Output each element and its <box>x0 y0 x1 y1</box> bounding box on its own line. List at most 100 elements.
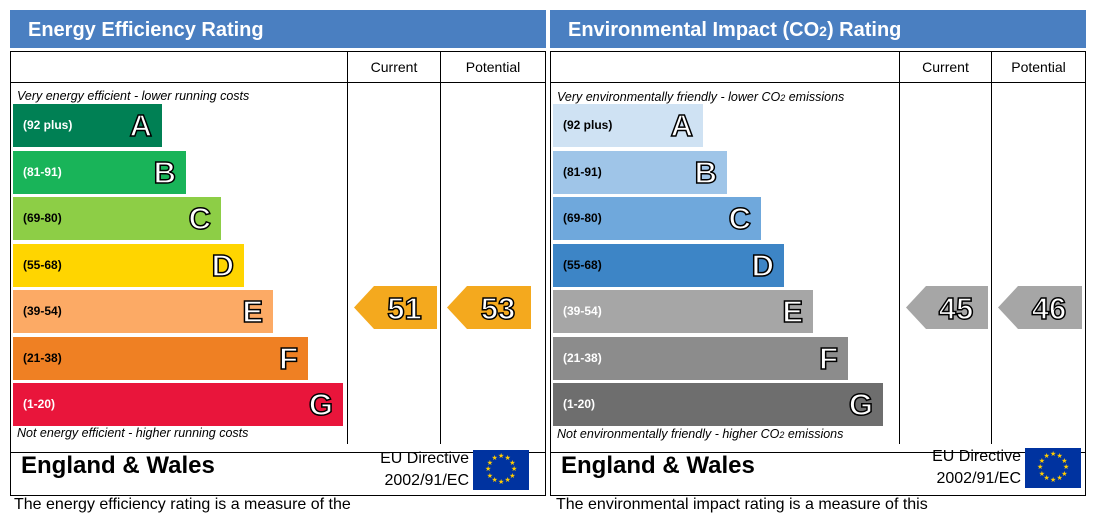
energy-efficiency-panel: Energy Efficiency Rating Current Potenti… <box>10 10 546 496</box>
region-label: England & Wales <box>21 452 215 479</box>
band-d: (55-68) D <box>13 243 244 287</box>
band-letter: A <box>670 107 694 144</box>
eu-directive-line1: EU Directive <box>380 450 469 467</box>
flag-star-icon: ★ <box>509 472 516 480</box>
top-caption: Very energy efficient - lower running co… <box>17 89 250 103</box>
bottom-caption: Not energy efficient - higher running co… <box>17 426 249 440</box>
potential-rating-arrow-shape <box>998 286 1082 329</box>
band-c: (69-80) C <box>553 197 761 240</box>
flag-star-icon: ★ <box>486 472 494 480</box>
band-letter: A <box>129 107 153 144</box>
band-a: (92 plus) A <box>553 104 703 147</box>
flag-star-icon: ★ <box>1038 457 1046 465</box>
band-range-label: (69-80) <box>563 211 602 225</box>
eu-directive-line1: EU Directive <box>932 448 1021 465</box>
bottom-caption: Not environmentally friendly - higher CO… <box>557 427 844 441</box>
potential-rating-arrow-value: 46 <box>1031 290 1067 327</box>
band-range-label: (55-68) <box>23 257 62 272</box>
band-b: (81-91) B <box>13 150 186 194</box>
environmental-impact-panel: Environmental Impact (CO2) Rating Curren… <box>550 10 1086 496</box>
eu-directive: EU Directive 2002/91/EC <box>932 446 1021 490</box>
band-range-label: (92 plus) <box>563 118 613 132</box>
rating-table: Current Potential Very environmentally f… <box>550 51 1086 453</box>
flag-star-icon: ★ <box>491 477 498 485</box>
flag-star-icon: ★ <box>1043 475 1050 483</box>
footer: England & Wales EU Directive 2002/91/EC … <box>10 444 546 496</box>
band-e: (39-54) E <box>553 290 813 333</box>
band-range-label: (39-54) <box>23 304 62 318</box>
band-letter: B <box>694 154 718 191</box>
flag-star-icon: ★ <box>1056 452 1063 460</box>
panel-title: Energy Efficiency Rating <box>10 10 546 48</box>
band-range-label: (69-80) <box>23 211 62 225</box>
band-letter: D <box>751 247 775 284</box>
region-label: England & Wales <box>561 452 755 479</box>
band-letter: C <box>188 200 212 237</box>
band-range-label: (21-38) <box>23 350 62 365</box>
flag-star-icon: ★ <box>498 479 505 486</box>
flag-star-icon: ★ <box>511 466 518 473</box>
band-letter: G <box>848 386 874 423</box>
band-range-label: (21-38) <box>563 350 602 365</box>
band-range-label: (55-68) <box>563 257 602 272</box>
flag-star-icon: ★ <box>1043 452 1050 460</box>
potential-column-header: Potential <box>1011 59 1066 75</box>
flag-star-icon: ★ <box>1056 475 1063 483</box>
eu-directive-line2: 2002/91/EC <box>384 472 469 489</box>
column-divider <box>440 52 441 444</box>
current-rating-arrow: 45 <box>906 286 988 329</box>
flag-star-icon: ★ <box>498 453 505 460</box>
potential-rating-arrow-value: 53 <box>480 290 516 327</box>
band-a: (92 plus) A <box>13 104 162 147</box>
flag-star-icon: ★ <box>1061 457 1068 465</box>
eu-flag-icon: ★ ★ ★ ★ ★ ★ ★ ★ ★ ★ ★ ★ <box>473 450 529 490</box>
band-g: (1-20) G <box>13 383 343 426</box>
eu-directive-line2: 2002/91/EC <box>936 470 1021 487</box>
eu-directive: EU Directive 2002/91/EC <box>380 448 469 492</box>
band-range-label: (39-54) <box>563 304 602 318</box>
potential-rating-arrow: 53 <box>447 286 531 329</box>
band-letter: F <box>278 340 298 377</box>
band-letter: G <box>308 386 334 423</box>
column-divider <box>991 52 992 444</box>
band-letter: E <box>782 293 804 330</box>
flag-star-icon: ★ <box>504 454 511 462</box>
potential-rating-arrow-shape <box>447 286 531 329</box>
potential-rating-arrow: 46 <box>998 286 1082 329</box>
flag-star-icon: ★ <box>1050 477 1057 484</box>
current-rating-arrow-value: 51 <box>387 290 423 327</box>
band-c: (69-80) C <box>13 197 221 240</box>
band-e: (39-54) E <box>13 290 273 333</box>
flag-star-icon: ★ <box>486 459 494 467</box>
flag-star-icon: ★ <box>491 454 498 462</box>
band-b: (81-91) B <box>553 150 727 194</box>
current-rating-arrow-value: 45 <box>938 290 974 327</box>
header-divider <box>11 82 545 83</box>
band-range-label: (81-91) <box>23 164 62 179</box>
current-rating-arrow-shape <box>354 286 437 329</box>
potential-column-header: Potential <box>465 59 521 75</box>
flag-star-icon: ★ <box>509 459 516 467</box>
eu-flag-icon: ★ ★ ★ ★ ★ ★ ★ ★ ★ ★ ★ ★ <box>1025 448 1081 488</box>
band-f: (21-38) F <box>13 336 308 380</box>
current-column-header: Current <box>922 59 969 75</box>
column-divider <box>347 52 348 444</box>
band-range-label: (81-91) <box>563 164 602 179</box>
band-letter: C <box>728 200 752 237</box>
current-rating-arrow-shape <box>906 286 988 329</box>
current-column-header: Current <box>370 59 418 75</box>
band-letter: E <box>242 293 264 330</box>
rating-table: Current Potential Very energy efficient … <box>10 51 546 453</box>
flag-star-icon: ★ <box>1061 470 1068 478</box>
band-letter: F <box>818 340 838 377</box>
flag-star-icon: ★ <box>1038 470 1046 478</box>
flag-star-icon: ★ <box>504 477 511 485</box>
footer: England & Wales EU Directive 2002/91/EC … <box>550 444 1086 496</box>
current-rating-arrow: 51 <box>354 286 437 329</box>
band-range-label: (92 plus) <box>23 118 73 132</box>
flag-star-icon: ★ <box>1037 464 1044 471</box>
panel-title: Environmental Impact (CO2) Rating <box>550 10 1086 48</box>
top-caption: Very environmentally friendly - lower CO… <box>557 90 845 104</box>
band-g: (1-20) G <box>553 383 883 426</box>
band-range-label: (1-20) <box>563 397 596 411</box>
